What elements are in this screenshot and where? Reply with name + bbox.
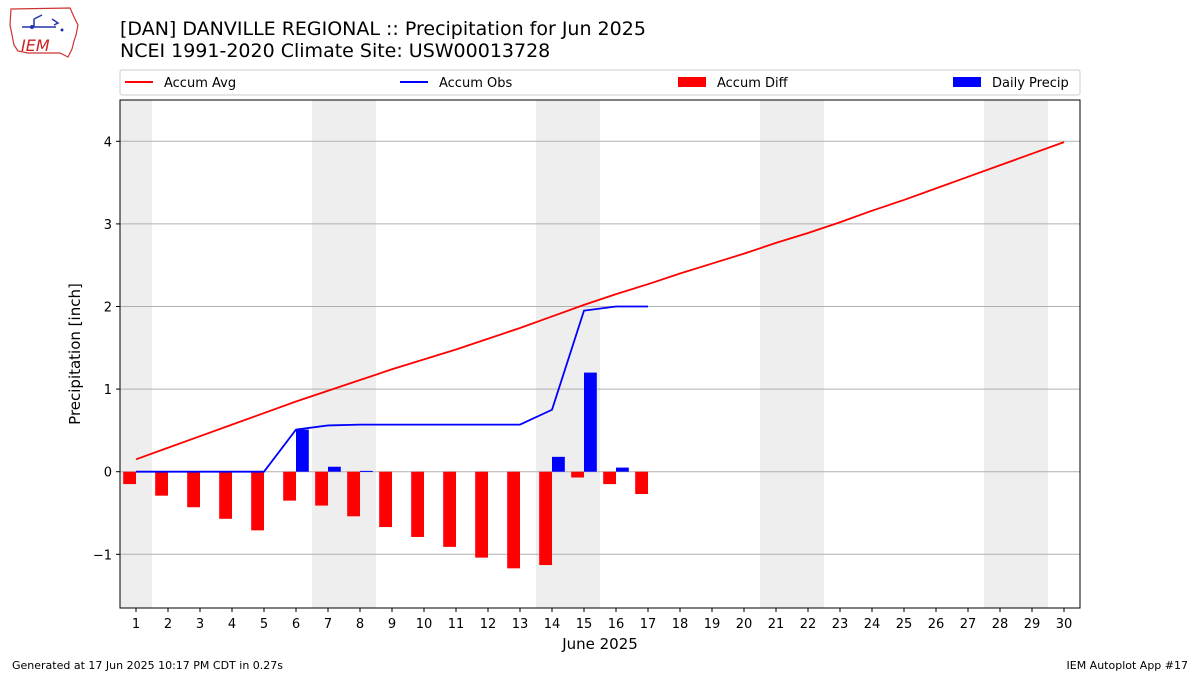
x-tick-label: 21 [768,617,785,632]
accum-diff-bar [475,471,488,558]
x-tick-label: 18 [672,617,689,632]
accum-diff-bar [507,471,520,569]
accum-diff-bar [539,471,552,566]
generated-note: Generated at 17 Jun 2025 10:17 PM CDT in… [12,659,284,672]
series-lines [135,141,1065,473]
y-tick-label: −1 [93,548,112,563]
daily-precip-bar [296,429,309,472]
bars [123,372,648,569]
x-tick-label: 1 [132,617,140,632]
x-tick-label: 24 [864,617,881,632]
weekend-band [984,100,1016,608]
x-tick-label: 6 [292,617,300,632]
plot-frame [119,99,1081,609]
accum-diff-bar [603,471,616,485]
accum-diff-bar [443,471,456,547]
x-tick-label: 9 [388,617,396,632]
x-tick-label: 15 [576,617,593,632]
x-tick-label: 11 [448,617,465,632]
legend-label: Daily Precip [992,76,1069,91]
accum-diff-bar [187,471,200,508]
accum-diff-bar [571,471,584,478]
x-tick-label: 13 [512,617,529,632]
legend-label: Accum Diff [717,76,789,91]
x-tick-label: 5 [260,617,268,632]
weekend-band [120,100,152,608]
y-tick-label: 2 [104,301,112,316]
daily-precip-bar [616,467,629,472]
x-tick-label: 16 [608,617,625,632]
x-axis-label: June 2025 [561,635,638,653]
x-tick-label: 30 [1056,617,1073,632]
accum-diff-bar [155,471,168,496]
x-tick-label: 19 [704,617,721,632]
app-credit: IEM Autoplot App #17 [1066,659,1189,672]
x-tick-label: 12 [480,617,497,632]
y-tick-label: 1 [104,383,112,398]
x-tick-label: 2 [164,617,172,632]
y-axis-label: Precipitation [inch] [66,283,84,425]
logo-text: IEM [21,36,50,55]
x-tick-label: 25 [896,617,913,632]
x-tick-label: 23 [832,617,849,632]
accum-diff-bar [251,471,264,531]
x-axis-ticks: 1 2 3 4 5 6 7 8 9 10 11 12 13 14 15 16 17 18 19 20 21 22 23 24 2… [132,608,1072,632]
legend-box [119,69,1081,96]
accum-diff-bar [635,471,648,495]
x-tick-label: 17 [640,617,657,632]
accum-diff-bar [347,471,360,517]
weekend-band [568,100,600,608]
y-tick-label: 3 [104,218,112,233]
x-tick-label: 28 [992,617,1009,632]
daily-precip-bar [328,466,341,472]
chart-title: [DAN] DANVILLE REGIONAL :: Precipitation… [120,18,646,40]
daily-precip-bar [584,372,597,472]
x-tick-label: 3 [196,617,204,632]
weekend-band [312,100,344,608]
legend-swatch [953,77,981,87]
iem-logo: IEM [8,5,80,59]
accum-diff-bar [315,471,328,506]
x-tick-label: 14 [544,617,561,632]
weekend-band [792,100,824,608]
accum-diff-bar [379,471,392,528]
x-tick-label: 26 [928,617,945,632]
gridlines [120,140,1080,555]
x-tick-label: 10 [416,617,433,632]
accum-diff-bar [411,471,424,537]
y-tick-label: 4 [104,135,112,150]
legend-label: Accum Avg [164,76,236,91]
x-tick-label: 8 [356,617,364,632]
legend-label: Accum Obs [439,76,512,91]
accum-diff-bar [219,471,232,519]
daily-precip-bar [360,470,373,472]
accum-avg-line [135,141,1065,461]
weekend-band [1016,100,1048,608]
x-tick-label: 20 [736,617,753,632]
legend-swatch [678,77,706,87]
legend: Accum Avg Accum Obs Accum Diff Daily Precip [119,69,1081,96]
x-tick-label: 22 [800,617,817,632]
weekend-bands [120,100,1048,608]
x-tick-label: 4 [228,617,236,632]
weekend-band [760,100,792,608]
chart-subtitle: NCEI 1991-2020 Climate Site: USW00013728 [120,40,551,62]
accum-diff-bar [283,471,296,501]
x-tick-label: 29 [1024,617,1041,632]
y-tick-label: 0 [104,466,112,481]
accum-diff-bar [123,471,136,485]
weekend-band [344,100,376,608]
x-tick-label: 7 [324,617,332,632]
x-tick-label: 27 [960,617,977,632]
y-axis-ticks: −1 0 1 2 3 4 [93,135,120,563]
daily-precip-bar [552,456,565,472]
accum-obs-line [136,305,648,473]
